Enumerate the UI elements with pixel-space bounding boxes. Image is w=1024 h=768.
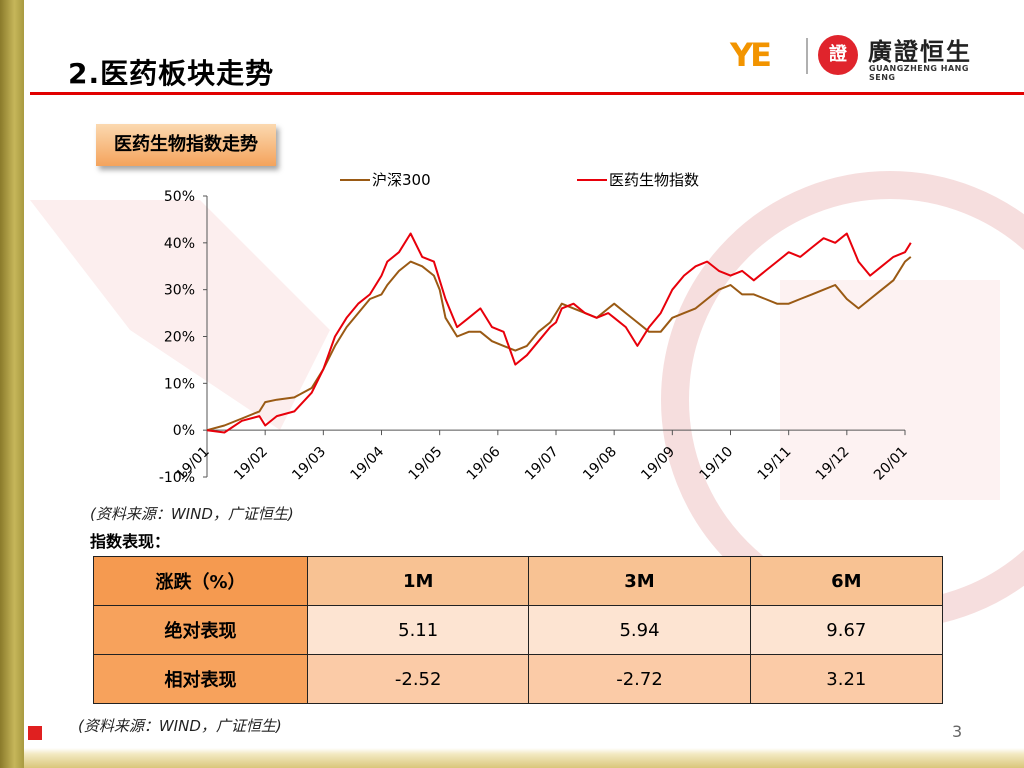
table-header-cell: 1M: [306, 556, 530, 606]
y-tick-label: 50%: [164, 189, 195, 205]
y-tick-label: 10%: [164, 376, 195, 392]
logo-separator: [806, 38, 808, 74]
table-cell: -2.52: [306, 654, 530, 704]
x-tick-label: 19/09: [638, 444, 678, 484]
y-tick-label: 20%: [164, 330, 195, 346]
table-cell: 9.67: [749, 605, 944, 655]
x-tick-label: 19/08: [580, 444, 620, 484]
slide-title: 2.医药板块走势: [68, 57, 275, 90]
row-label-absolute: 绝对表现: [93, 605, 308, 655]
y-tick-label: 0%: [173, 423, 195, 439]
chart-section-label: 医药生物指数走势: [96, 124, 276, 166]
table-source-note: (资料来源：WIND，广证恒生): [78, 717, 282, 735]
chart-source-note: (资料来源：WIND，广证恒生): [90, 505, 294, 523]
bottom-decor-bar: [24, 748, 1024, 768]
perf-title: 指数表现：: [90, 532, 171, 551]
legend-label: 沪深300: [372, 171, 431, 189]
x-tick-label: 19/03: [289, 444, 329, 484]
y-tick-label: 30%: [164, 283, 195, 299]
x-tick-label: 19/02: [231, 444, 271, 484]
table-header-cell: 3M: [528, 556, 751, 606]
corner-red-square: [28, 726, 42, 740]
x-tick-label: 19/04: [347, 444, 387, 484]
table-cell: 5.11: [306, 605, 530, 655]
title-underline: [30, 92, 1024, 95]
x-tick-label: 19/07: [522, 444, 562, 484]
legend-label: 医药生物指数: [609, 171, 699, 189]
table-header-cell: 6M: [749, 556, 944, 606]
logo-mark: YE: [730, 36, 772, 74]
table-header-cell: 涨跌（%）: [93, 556, 308, 606]
x-tick-label: 19/05: [406, 444, 446, 484]
company-logo: YE 證 廣證恒生 GUANGZHENG HANG SENG: [730, 30, 990, 82]
x-tick-label: 19/11: [755, 444, 795, 484]
left-decor-bar: [0, 0, 24, 768]
x-tick-label: 20/01: [871, 444, 911, 484]
page-number: 3: [952, 722, 963, 741]
row-label-relative: 相对表现: [93, 654, 308, 704]
table-cell: 3.21: [749, 654, 944, 704]
table-row: 相对表现 -2.52 -2.72 3.21: [93, 654, 944, 704]
logo-seal-icon: 證: [818, 35, 858, 75]
table-cell: 5.94: [528, 605, 751, 655]
y-tick-label: -10%: [159, 470, 195, 486]
table-header-row: 涨跌（%） 1M 3M 6M: [93, 556, 944, 606]
x-tick-label: 19/06: [464, 444, 504, 484]
y-tick-label: 40%: [164, 236, 195, 252]
logo-text-cn: 廣證恒生: [868, 38, 972, 66]
logo-text-en: GUANGZHENG HANG SENG: [869, 64, 969, 82]
performance-table: 涨跌（%） 1M 3M 6M 绝对表现 5.11 5.94 9.67 相对表现 …: [93, 556, 944, 704]
table-row: 绝对表现 5.11 5.94 9.67: [93, 605, 944, 655]
table-cell: -2.72: [528, 654, 751, 704]
pharma-index-line: [206, 232, 912, 434]
x-tick-label: 19/12: [813, 444, 853, 484]
x-tick-label: 19/10: [696, 444, 736, 484]
hs300-line: [206, 256, 912, 432]
